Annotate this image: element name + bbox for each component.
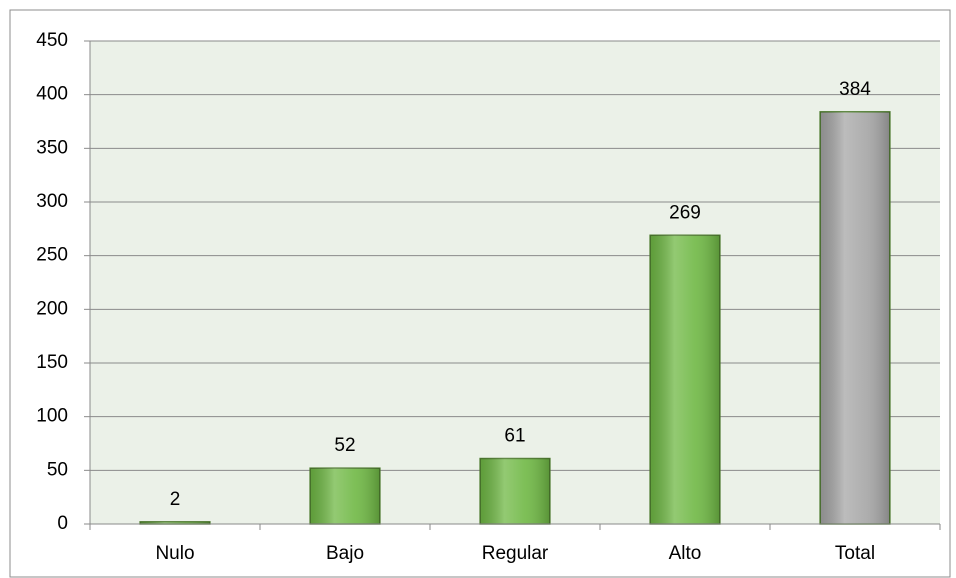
bar-shine	[480, 458, 550, 524]
x-tick-label: Total	[835, 543, 875, 564]
bar-shine	[310, 468, 380, 524]
y-tick-label: 450	[36, 30, 68, 51]
value-label: 384	[839, 79, 871, 100]
y-tick-label: 200	[36, 298, 68, 319]
x-tick-label: Regular	[482, 543, 549, 564]
y-tick-label: 50	[47, 459, 68, 480]
value-label: 52	[334, 435, 355, 456]
bar-shine	[650, 235, 720, 525]
bar-shine	[140, 521, 210, 524]
y-tick-label: 100	[36, 406, 68, 427]
y-tick-label: 150	[36, 352, 68, 373]
y-tick-label: 300	[36, 191, 68, 212]
y-tick-label: 0	[57, 513, 68, 534]
x-tick-label: Bajo	[326, 543, 364, 564]
x-tick-label: Alto	[669, 543, 702, 564]
value-label: 2	[170, 489, 181, 510]
x-tick-label: Nulo	[155, 543, 194, 564]
value-label: 61	[504, 426, 525, 447]
bar-shine	[820, 111, 890, 524]
y-tick-label: 250	[36, 245, 68, 266]
value-label: 269	[669, 202, 701, 223]
y-tick-label: 350	[36, 137, 68, 158]
plot-area	[90, 41, 940, 524]
y-tick-label: 400	[36, 84, 68, 105]
